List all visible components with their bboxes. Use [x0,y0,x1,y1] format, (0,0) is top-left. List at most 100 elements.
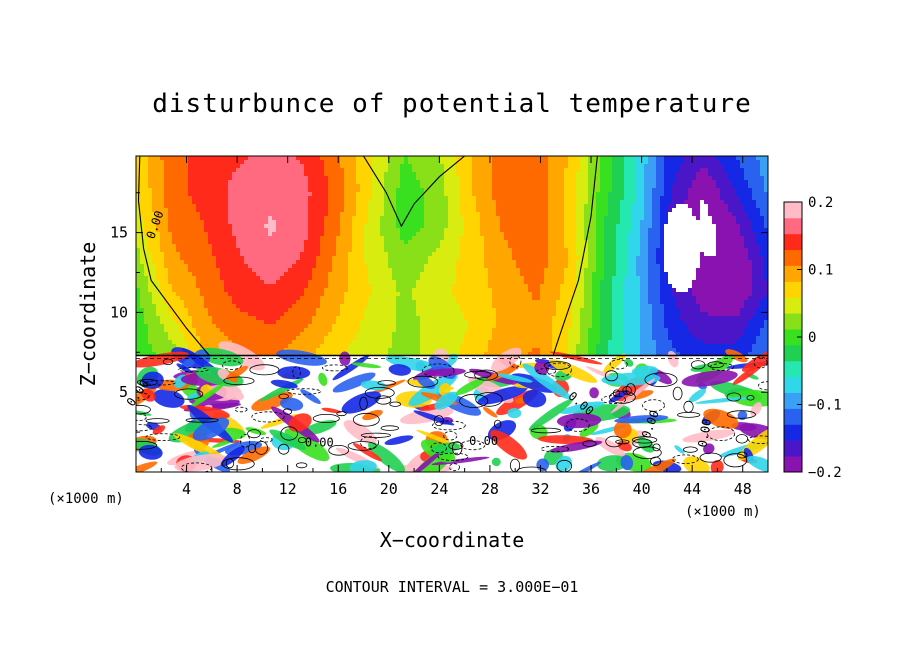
field-cell [352,272,357,277]
field-cell [552,160,557,165]
field-cell [276,188,281,193]
field-cell [480,192,485,197]
field-cell [560,252,565,257]
field-cell [236,192,241,197]
field-cell [228,256,233,261]
field-cell [712,192,717,197]
field-cell [524,208,529,213]
field-cell [276,212,281,217]
field-cell [616,236,621,241]
field-cell [152,208,157,213]
field-cell [728,240,733,245]
field-cell [560,156,565,161]
field-cell [572,260,577,265]
field-cell [284,220,289,225]
field-cell [348,196,353,201]
field-cell [716,160,721,165]
field-cell [564,192,569,197]
field-cell [252,228,257,233]
field-cell [420,256,425,261]
field-cell [492,240,497,245]
field-cell [688,256,693,261]
field-cell [508,280,513,285]
field-cell [368,252,373,257]
field-cell [468,164,473,169]
field-cell [456,236,461,241]
field-cell [384,272,389,277]
field-cell [380,160,385,165]
field-cell [216,172,221,177]
field-cell [196,208,201,213]
field-cell [400,188,405,193]
field-cell [724,228,729,233]
field-cell [540,212,545,217]
field-cell [620,180,625,185]
field-cell [256,196,261,201]
field-cell [528,272,533,277]
field-cell [548,168,553,173]
temperature-field [136,156,768,472]
field-cell [684,156,689,161]
field-cell [424,184,429,189]
field-cell [600,188,605,193]
field-cell [524,212,529,217]
field-cell [268,252,273,257]
field-cell [760,216,765,221]
field-cell [280,220,285,225]
field-cell [420,196,425,201]
field-cell [224,168,229,173]
field-cell [644,208,649,213]
field-cell [712,224,717,229]
field-cell [660,248,665,253]
field-cell [748,252,753,257]
field-cell [736,264,741,269]
field-cell [732,260,737,265]
field-cell [212,264,217,269]
field-cell [164,188,169,193]
field-cell [572,204,577,209]
field-cell [248,232,253,237]
field-cell [288,224,293,229]
field-cell [600,224,605,229]
field-cell [640,168,645,173]
field-cell [400,228,405,233]
field-cell [676,260,681,265]
field-cell [244,236,249,241]
field-cell [556,188,561,193]
field-cell [760,264,765,269]
field-cell [516,208,521,213]
field-cell [476,224,481,229]
field-cell [344,224,349,229]
field-cell [512,276,517,281]
field-cell [544,188,549,193]
field-cell [368,188,373,193]
field-cell [736,184,741,189]
field-cell [584,156,589,161]
field-cell [488,236,493,241]
field-cell [720,164,725,169]
field-cell [188,176,193,181]
field-cell [408,184,413,189]
field-cell [764,200,768,205]
field-cell [712,176,717,181]
field-cell [352,184,357,189]
field-cell [496,240,501,245]
field-cell [604,256,609,261]
field-cell [532,164,537,169]
field-cell [716,168,721,173]
field-cell [596,228,601,233]
field-cell [416,252,421,257]
field-cell [704,260,709,265]
field-cell [200,272,205,277]
field-cell [536,232,541,237]
field-cell [740,220,745,225]
field-cell [500,196,505,201]
field-cell [388,232,393,237]
field-cell [588,232,593,237]
field-cell [716,264,721,269]
field-cell [176,160,181,165]
field-cell [204,232,209,237]
field-cell [280,244,285,249]
field-cell [288,268,293,273]
field-cell [672,240,677,245]
